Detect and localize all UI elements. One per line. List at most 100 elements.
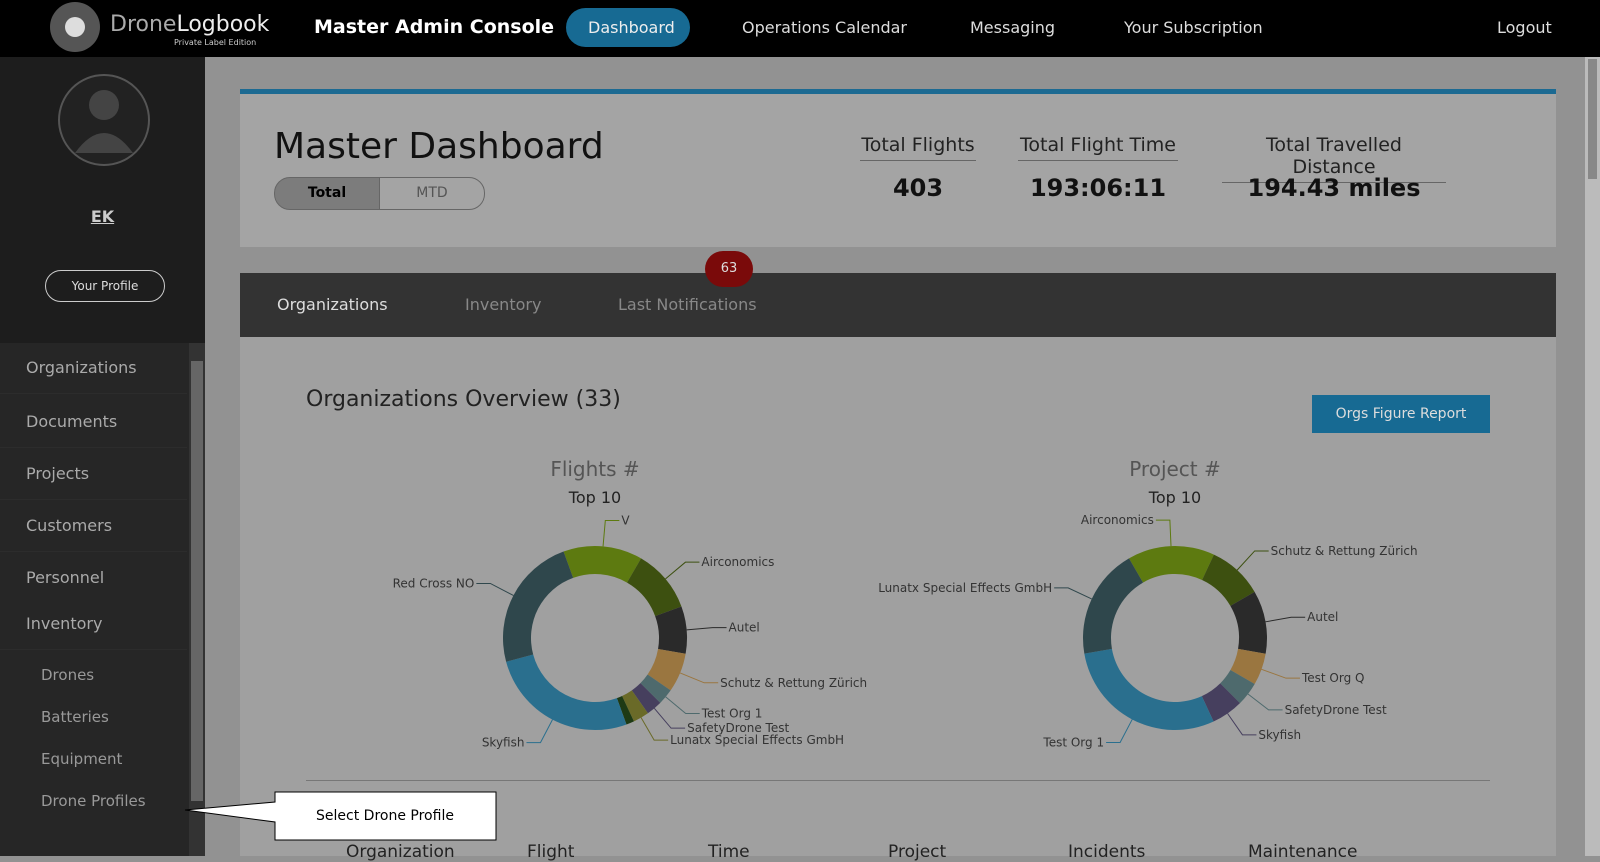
brand-a: Drone: [110, 12, 177, 37]
leader-line: [1227, 713, 1257, 736]
table-header: Maintenance: [1248, 842, 1358, 862]
segment-label: Test Org 1: [701, 706, 763, 720]
chart-title: Project #: [1129, 457, 1221, 481]
stat-value: 194.43 miles: [1247, 174, 1421, 202]
leader-line: [1106, 719, 1133, 743]
table-header: Organization: [346, 842, 455, 862]
leader-line: [1155, 519, 1172, 547]
donut-segment: [1129, 546, 1214, 583]
stat-value: 403: [892, 174, 944, 202]
sidebar: EK Your Profile Organizations Documents Pr…: [0, 57, 205, 856]
segment-label: Lunatx Special Effects GmbH: [878, 581, 1052, 595]
console-title: Master Admin Console: [314, 16, 555, 38]
submenu-item[interactable]: Equipment: [41, 750, 123, 768]
scrollbar: [189, 343, 205, 856]
nav-item[interactable]: Your Subscription: [1124, 18, 1263, 37]
submenu-item[interactable]: Drone Profiles: [41, 792, 146, 810]
donut-segment: [1202, 554, 1255, 606]
logout[interactable]: Logout: [1497, 18, 1552, 37]
donut-segment: [627, 558, 682, 617]
segment-label: Skyfish: [1258, 728, 1301, 742]
submenu-item[interactable]: Drones: [41, 666, 95, 684]
badge: 63: [705, 251, 753, 287]
user-name[interactable]: EK: [90, 207, 115, 226]
logo: [50, 2, 100, 52]
table-header: Flight: [527, 842, 575, 862]
dashboard-title: Master Dashboard: [274, 126, 604, 167]
divider: [306, 780, 1490, 781]
toggle[interactable]: Total: [274, 177, 380, 210]
menu-item[interactable]: Documents: [0, 397, 187, 448]
leader-line: [1247, 693, 1283, 711]
leader-line: [686, 627, 727, 631]
active-pill: [566, 8, 690, 47]
toggle[interactable]: MTD: [379, 177, 485, 210]
menu: Organizations Documents Projects Customers P…: [0, 343, 205, 856]
donut-segment: [1084, 648, 1214, 730]
donut-segment: [506, 654, 627, 730]
nav-item[interactable]: Operations Calendar: [742, 18, 907, 37]
table-header: Incidents: [1068, 842, 1146, 862]
chart-subtitle: Top 10: [1148, 488, 1201, 507]
table-header: Time: [708, 842, 750, 862]
leader-line: [679, 672, 719, 684]
segment-label: SafetyDrone Test: [1285, 703, 1387, 717]
edition: Private Label Edition: [174, 38, 257, 47]
leader-line: [1054, 587, 1092, 600]
tab[interactable]: Inventory: [465, 295, 542, 314]
segment-label: V: [621, 513, 630, 527]
stat-label: Total Travelled Distance: [1222, 134, 1446, 183]
donut-segment: [622, 690, 648, 722]
leader-line: [602, 519, 620, 547]
avatar: [58, 74, 150, 166]
page-scrollbar: [1585, 57, 1600, 856]
donut-segment: [616, 695, 634, 725]
segment-label: Schutz & Rettung Zürich: [1271, 544, 1418, 558]
donut-segment: [1230, 648, 1266, 684]
segment-label: Autel: [1307, 610, 1338, 624]
donut-segment: [1083, 558, 1143, 654]
segment-label: Airconomics: [701, 555, 774, 569]
segment-label: Skyfish: [482, 736, 525, 750]
summary-card: Master Dashboard Total MTD Total Flights…: [240, 89, 1556, 247]
segment-label: Airconomics: [1081, 513, 1154, 527]
profile-button[interactable]: Your Profile: [45, 270, 165, 302]
leader-line: [653, 707, 686, 729]
overview-title: Organizations Overview (33): [306, 387, 621, 412]
brand-b: Logbook: [176, 12, 270, 37]
nav-item[interactable]: Dashboard: [588, 18, 675, 37]
leader-line: [1236, 550, 1269, 571]
leader-line: [1265, 616, 1306, 623]
donut-segment: [640, 674, 671, 703]
segment-label: Lunatx Special Effects GmbH: [670, 733, 844, 747]
chart-subtitle: Top 10: [568, 488, 621, 507]
leader-line: [1261, 668, 1300, 679]
stat-label: Total Flights: [860, 134, 976, 161]
donut-segment: [1201, 683, 1240, 722]
stat-value: 193:06:11: [1029, 174, 1167, 202]
donut-segment: [631, 683, 661, 714]
menu-item[interactable]: Organizations: [0, 343, 187, 394]
chart-title: Flights #: [550, 457, 639, 481]
submenu-item[interactable]: Batteries: [41, 708, 109, 726]
segment-label: Red Cross NO: [393, 576, 475, 590]
leader-line: [665, 696, 700, 714]
table-header: Project: [888, 842, 947, 862]
segment-label: Autel: [729, 621, 760, 635]
tab-bar: Organizations Inventory Last Notificatio…: [240, 251, 1556, 337]
menu-item[interactable]: Inventory: [0, 599, 187, 650]
nav-item[interactable]: Messaging: [970, 18, 1056, 37]
menu-item[interactable]: Projects: [0, 449, 187, 500]
callout: Select Drone Profile: [184, 791, 497, 841]
segment-label: Test Org Q: [1301, 671, 1365, 685]
donut-segment: [647, 648, 686, 691]
menu-item[interactable]: Personnel: [0, 553, 187, 604]
donut-segment: [1220, 669, 1255, 704]
leader-line: [476, 582, 514, 596]
report-button[interactable]: Orgs Figure Report: [1312, 395, 1490, 433]
brand: DroneLogbook: [110, 12, 269, 37]
menu-item[interactable]: Customers: [0, 501, 187, 552]
tab[interactable]: Last Notifications: [618, 295, 757, 314]
tab[interactable]: Organizations: [277, 295, 388, 314]
